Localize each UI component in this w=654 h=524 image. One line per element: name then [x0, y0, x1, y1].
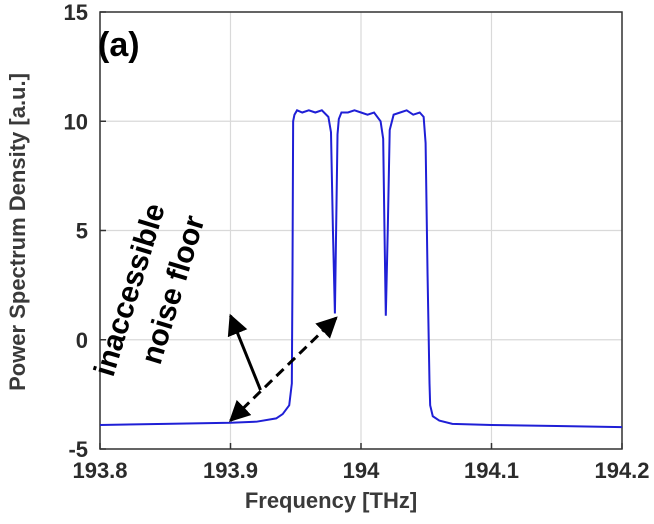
- y-tick-label: -5: [68, 437, 88, 462]
- x-tick-label: 193.9: [203, 458, 258, 483]
- axis-ticks: 193.8 193.9 194 194.1 194.2 -5 0 5 10 15: [64, 0, 650, 483]
- y-tick-label: 5: [76, 219, 88, 244]
- x-tick-label: 194: [343, 458, 380, 483]
- psd-series-line: [99, 109, 623, 429]
- x-tick-label: 193.8: [72, 458, 127, 483]
- dashed-double-arrow: [228, 316, 338, 423]
- annotation-arrows: [227, 313, 338, 423]
- x-tick-label: 194.1: [464, 458, 519, 483]
- solid-arrow: [227, 313, 262, 391]
- x-axis-title: Frequency [THz]: [245, 488, 417, 513]
- y-axis-title: Power Spectrum Density [a.u.]: [5, 73, 30, 391]
- y-tick-label: 10: [64, 109, 88, 134]
- y-tick-label: 15: [64, 0, 88, 25]
- x-tick-label: 194.2: [594, 458, 649, 483]
- y-tick-label: 0: [76, 328, 88, 353]
- panel-label: (a): [98, 26, 140, 64]
